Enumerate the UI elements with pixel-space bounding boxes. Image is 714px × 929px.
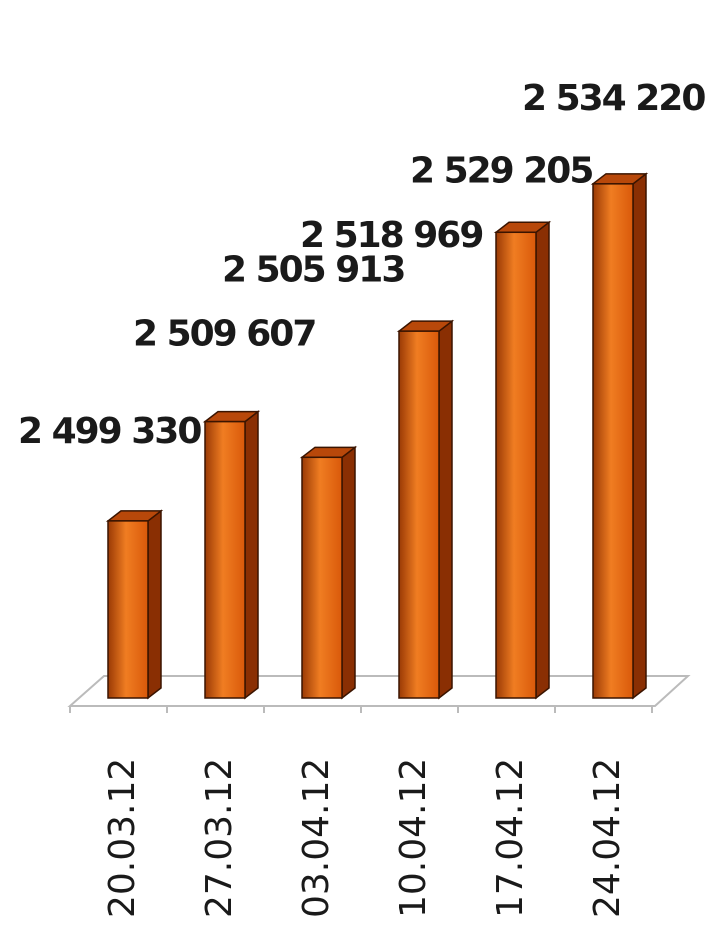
- data-label: 2 518 969: [300, 215, 482, 256]
- data-label: 2 499 330: [18, 411, 201, 452]
- bar: [202, 410, 261, 700]
- bar: [299, 445, 358, 700]
- bar-front: [204, 420, 246, 699]
- bar-side: [147, 509, 162, 700]
- bar-front: [592, 183, 634, 699]
- bar-side: [341, 445, 356, 700]
- data-label: 2 509 607: [133, 314, 315, 355]
- bar-front: [301, 456, 343, 699]
- bar: [590, 172, 649, 700]
- x-tick-label: 03.04.12: [296, 758, 337, 918]
- bar-front: [107, 520, 149, 699]
- x-tick-label: 27.03.12: [199, 758, 240, 918]
- x-tick-label: 20.03.12: [102, 758, 143, 918]
- bar-front: [495, 231, 537, 699]
- bar: [396, 319, 455, 700]
- data-label: 2 534 220: [522, 78, 705, 119]
- x-axis-labels: 20.03.12 27.03.12 03.04.12 10.04.12 17.04.12…: [102, 758, 628, 918]
- bar-side: [632, 172, 647, 700]
- data-label: 2 505 913: [222, 249, 404, 290]
- x-tick-label: 24.04.12: [587, 758, 628, 918]
- bar-side: [244, 410, 259, 700]
- x-tick-label: 10.04.12: [393, 758, 434, 918]
- x-tick-label: 17.04.12: [490, 758, 531, 918]
- bars: [105, 172, 649, 700]
- bar-front: [398, 330, 440, 699]
- data-label: 2 529 205: [410, 150, 592, 191]
- bar-side: [438, 319, 453, 700]
- bar: [105, 509, 164, 700]
- bar: [493, 220, 552, 700]
- bar-side: [535, 220, 550, 700]
